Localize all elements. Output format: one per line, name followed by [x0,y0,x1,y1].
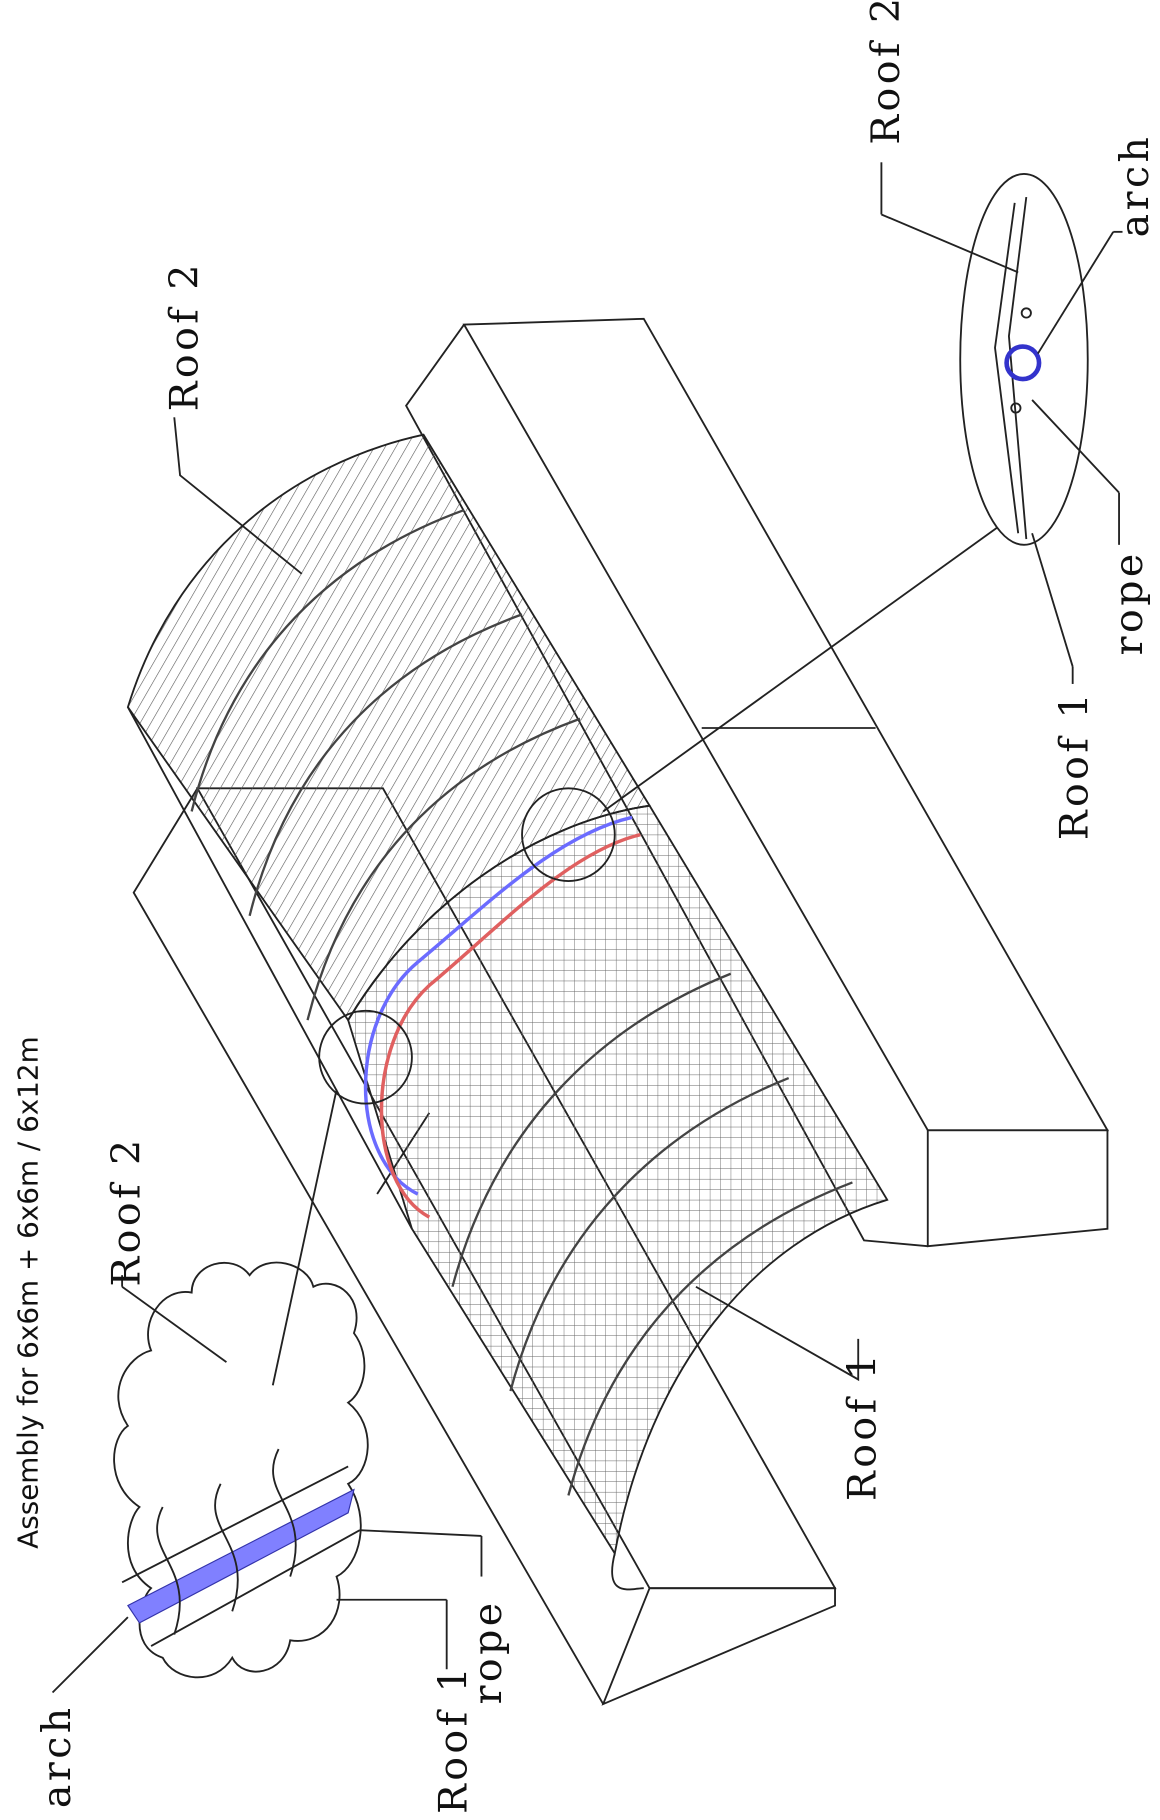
label: Roof 1 [430,1664,476,1814]
label: Roof 1 [1052,690,1098,840]
title: Assembly for 6x6m + 6x6m / 6x12m [11,1036,44,1549]
roof-edge [127,706,644,1591]
arches [190,508,853,1496]
left-detail [51,1261,483,1694]
right-detail [880,162,1123,684]
roof-1-surface [347,804,889,1556]
label: arch [1112,134,1158,238]
detail-circle [521,787,616,882]
detail-circle [318,1009,413,1105]
label: Roof 2 [103,1136,149,1286]
label: Roof 1 [840,1351,886,1501]
label: Roof 2 [863,0,909,145]
label: rope [1106,550,1152,655]
label: Roof 2 [161,261,207,411]
label: arch [34,1704,80,1808]
red-rope [379,832,641,1219]
label: rope [465,1599,511,1704]
blue-rope [363,815,633,1196]
